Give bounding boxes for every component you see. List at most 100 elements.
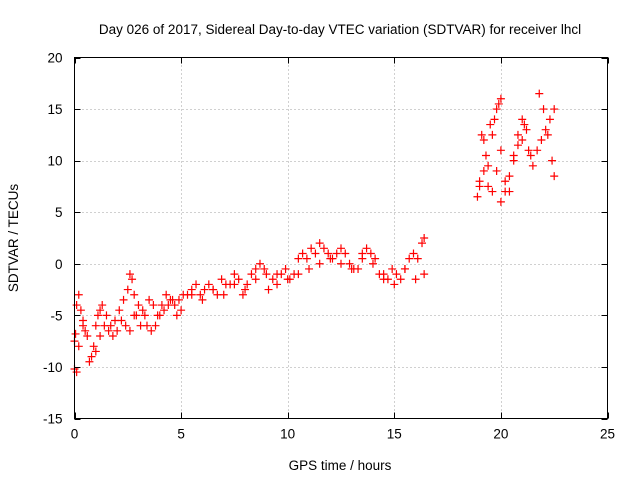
series-2-points [473, 89, 559, 206]
data-point [518, 136, 527, 145]
data-point [151, 321, 160, 330]
data-point [192, 280, 201, 289]
data-point [283, 275, 292, 284]
data-point [528, 161, 537, 170]
data-point [164, 301, 173, 310]
data-point [247, 270, 256, 279]
data-point [89, 342, 98, 351]
data-point [486, 120, 495, 129]
data-point [537, 136, 546, 145]
data-point [477, 130, 486, 139]
y-axis-label: SDTVAR / TECUs [6, 184, 21, 293]
x-tick-label: 15 [387, 427, 402, 442]
data-point [91, 347, 100, 356]
data-point [543, 130, 552, 139]
data-point [125, 270, 134, 279]
data-point [492, 105, 501, 114]
y-tick-label: 20 [47, 51, 62, 66]
data-point [160, 306, 169, 315]
data-point [307, 244, 316, 253]
data-point [326, 254, 335, 263]
data-point [505, 172, 514, 181]
series-1-points [70, 254, 429, 377]
data-point [332, 249, 341, 258]
data-point [520, 120, 529, 129]
x-tick-label: 25 [600, 427, 615, 442]
data-point [481, 151, 490, 160]
grid-lines [74, 57, 608, 419]
data-point [420, 234, 429, 242]
data-point [200, 285, 209, 294]
data-point [337, 259, 345, 268]
data-point [113, 326, 122, 335]
data-point [496, 94, 505, 103]
data-point [509, 156, 518, 165]
data-point [277, 270, 286, 279]
data-point [138, 306, 147, 315]
data-point [251, 264, 260, 273]
data-point [545, 115, 554, 124]
x-tick-label: 10 [280, 427, 295, 442]
data-point [484, 182, 493, 191]
chart-title: Day 026 of 2017, Sidereal Day-to-day VTE… [99, 22, 581, 37]
data-point [383, 275, 392, 284]
data-point [198, 295, 207, 304]
data-point [526, 151, 535, 160]
data-point [302, 254, 311, 263]
data-point [162, 290, 171, 299]
data-point [145, 295, 154, 304]
data-point [400, 264, 409, 273]
data-point [96, 306, 105, 315]
data-point [85, 357, 94, 366]
data-point [358, 254, 367, 263]
data-point [79, 321, 88, 330]
data-point [87, 352, 96, 361]
x-tick-label: 20 [493, 427, 508, 442]
data-point [539, 105, 548, 114]
data-point [522, 125, 531, 134]
data-point [196, 290, 205, 299]
data-point [479, 136, 488, 145]
data-point [484, 161, 493, 170]
data-point [125, 326, 134, 335]
data-point [273, 280, 282, 289]
data-point [315, 239, 324, 248]
y-tick-label: -15 [43, 412, 63, 427]
data-point [298, 249, 307, 258]
y-tick-label: 0 [55, 257, 63, 272]
data-point [388, 264, 397, 273]
data-point [548, 156, 557, 165]
data-point [102, 311, 111, 320]
data-point [501, 177, 510, 186]
data-point [362, 244, 371, 253]
data-point [241, 285, 250, 294]
data-point [501, 187, 510, 196]
data-point [128, 275, 137, 284]
data-point [219, 290, 228, 299]
data-point [130, 290, 139, 299]
data-point [209, 285, 218, 294]
data-point [513, 141, 522, 150]
data-point [324, 249, 333, 258]
data-point [396, 275, 405, 284]
data-point [187, 290, 196, 299]
series-0-points [70, 234, 429, 366]
data-point [264, 285, 273, 294]
data-point [294, 270, 303, 279]
data-point [168, 295, 177, 304]
data-point [130, 311, 139, 320]
data-point [268, 275, 277, 284]
data-point [345, 259, 354, 268]
data-point [475, 177, 484, 186]
y-tick-label: 15 [47, 102, 62, 117]
x-tick-label: 0 [71, 427, 79, 442]
data-point [83, 331, 92, 340]
data-point [104, 326, 113, 335]
data-point [413, 254, 422, 263]
data-point [121, 321, 130, 330]
data-point [115, 306, 124, 315]
data-point [496, 197, 505, 206]
data-point [204, 280, 213, 289]
data-point [366, 249, 375, 258]
data-point [74, 290, 83, 299]
